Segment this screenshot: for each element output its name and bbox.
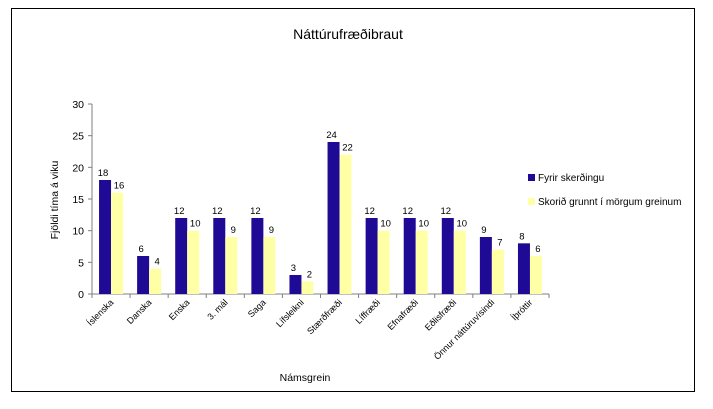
bar [529,256,542,294]
bar [225,237,238,294]
legend-label: Fyrir skerðingu [538,172,604,184]
y-tick-label: 5 [78,257,84,269]
bar [403,218,416,294]
bar [149,268,162,294]
y-tick-label: 20 [72,162,84,174]
data-label: 9 [231,225,236,236]
data-label: 22 [342,143,353,154]
y-tick-label: 25 [72,131,84,143]
x-axis-title: Námsgrein [280,372,331,384]
bar [441,218,454,294]
data-label: 12 [402,206,413,217]
data-label: 10 [380,219,391,230]
x-tick-label: Líffræði [354,297,383,326]
data-label: 4 [154,257,159,268]
bar [327,142,340,294]
data-label: 2 [307,269,312,280]
x-tick-label: 3. mál [205,297,229,321]
bar [111,192,124,294]
x-tick-label: Eðlisfræði [423,297,458,332]
bar [263,237,276,294]
x-tick-label: Lífsleikni [274,297,306,329]
data-label: 10 [457,219,468,230]
bar [251,218,264,294]
y-tick-label: 15 [72,194,84,206]
x-tick-label: Danska [125,297,154,326]
bar [479,237,492,294]
plot-area: 0510152025301816Íslenska64Danska1210Ensk… [72,99,550,362]
legend-swatch [528,198,535,205]
data-label: 10 [190,219,201,230]
x-tick-label: Íþróttir [509,297,534,322]
data-label: 6 [535,244,540,255]
data-label: 3 [291,263,296,274]
bar [213,218,226,294]
chart-frame [11,8,695,392]
data-label: 12 [441,206,452,217]
y-tick-label: 10 [72,226,84,238]
bar [187,230,200,294]
data-label: 10 [418,219,429,230]
legend: Fyrir skerðingu Skorið grunnt í mörgum gr… [528,172,681,208]
data-label: 8 [519,231,524,242]
y-tick-label: 30 [72,99,84,111]
data-label: 18 [98,168,109,179]
x-tick-label: Saga [246,297,268,319]
legend-label: Skorið grunnt í mörgum greinum [538,196,681,208]
bar [99,180,112,294]
x-tick-label: Stærðfræði [305,297,344,336]
data-label: 12 [212,206,223,217]
bar [301,281,314,294]
x-tick-label: Íslenska [85,297,115,327]
bar [377,230,390,294]
y-tick-label: 0 [78,289,84,301]
data-label: 7 [497,238,502,249]
x-tick-label: Enska [167,297,192,322]
data-label: 9 [269,225,274,236]
bar [517,243,530,294]
bar [365,218,378,294]
data-label: 12 [250,206,261,217]
legend-swatch [528,174,535,181]
bar [175,218,188,294]
bar [289,275,302,294]
data-label: 6 [138,244,143,255]
data-label: 12 [174,206,185,217]
bar [339,154,352,294]
y-axis-title: Fjöldi tíma á viku [49,160,61,239]
data-label: 24 [326,130,337,141]
bar [137,256,150,294]
chart-title: Náttúrufræðibraut [293,26,403,42]
bar [453,230,466,294]
data-label: 16 [114,181,125,192]
bar [491,249,504,294]
bar [415,230,428,294]
data-label: 9 [481,225,486,236]
x-tick-label: Efnafræði [385,297,420,332]
data-label: 12 [364,206,375,217]
